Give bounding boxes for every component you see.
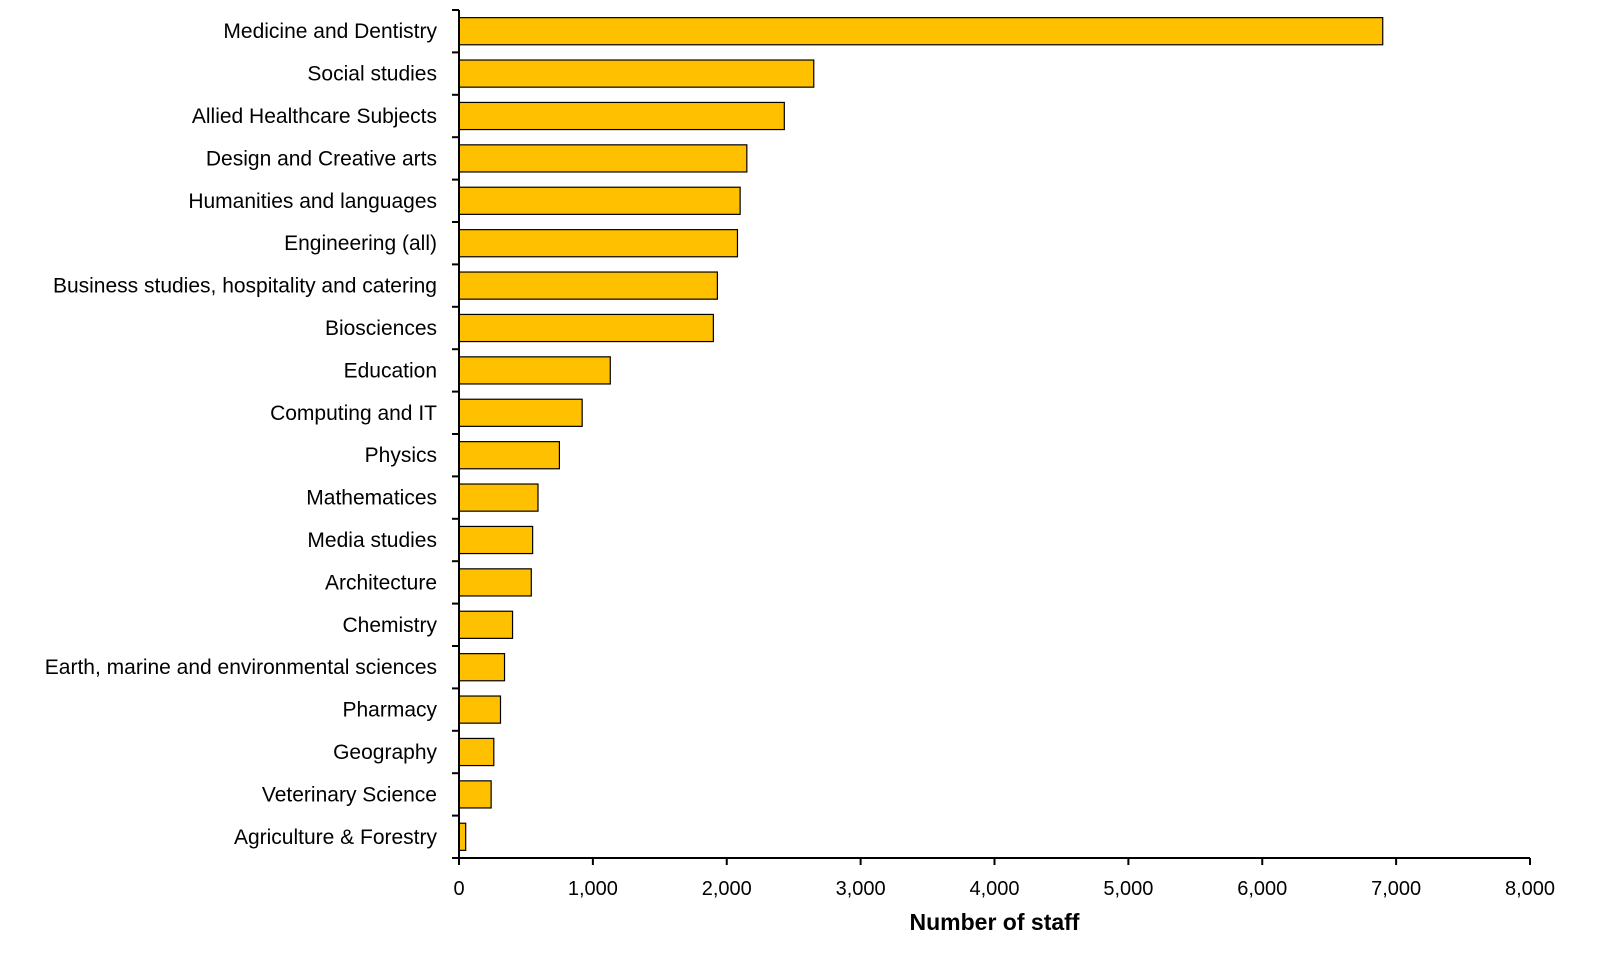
category-label: Pharmacy <box>342 699 437 722</box>
x-tick-label: 4,000 <box>969 878 1019 900</box>
bar <box>458 483 539 512</box>
x-tick-label: 2,000 <box>702 878 752 900</box>
bar <box>458 59 815 88</box>
bar <box>458 398 583 427</box>
bar <box>458 568 532 597</box>
category-label: Physics <box>365 444 437 467</box>
bar <box>458 653 506 682</box>
bar <box>458 441 561 470</box>
bars-layer <box>458 17 1384 851</box>
category-label: Education <box>344 359 437 382</box>
x-tick-label: 0 <box>453 878 464 900</box>
x-tick-label: 7,000 <box>1371 878 1421 900</box>
category-label: Computing and IT <box>270 402 437 425</box>
category-label: Engineering (all) <box>284 232 437 255</box>
category-label: Earth, marine and environmental sciences <box>45 656 437 679</box>
bar <box>458 737 495 767</box>
bar <box>458 313 714 343</box>
bar <box>458 525 534 555</box>
bar <box>458 17 1384 46</box>
labels-layer: Medicine and Dentistry Social studies Alli… <box>45 20 438 849</box>
category-label: Architecture <box>325 571 437 594</box>
x-tick-label: 3,000 <box>836 878 886 900</box>
bar <box>458 144 748 173</box>
bar <box>458 229 739 258</box>
bar <box>458 101 785 131</box>
x-tick-label: 6,000 <box>1237 878 1287 900</box>
category-label: Medicine and Dentistry <box>223 20 437 43</box>
category-label: Biosciences <box>325 317 437 340</box>
bar <box>458 822 467 851</box>
category-label: Mathematices <box>306 487 437 510</box>
x-axis-title: Number of staff <box>910 909 1080 935</box>
bar <box>458 695 502 724</box>
category-label: Media studies <box>307 529 437 552</box>
category-label: Geography <box>333 741 437 764</box>
bar <box>458 271 718 300</box>
axes-layer: 0 1,000 2,000 3,000 4,000 5,000 6,000 7,000 8,00… <box>452 9 1555 900</box>
bar <box>458 780 492 809</box>
category-label: Design and Creative arts <box>206 147 437 170</box>
bar <box>458 186 741 215</box>
category-label: Humanities and languages <box>188 190 437 213</box>
category-label: Chemistry <box>342 614 437 637</box>
category-label: Business studies, hospitality and cateri… <box>53 275 437 298</box>
x-tick-label: 8,000 <box>1505 878 1555 900</box>
bar <box>458 356 611 385</box>
x-tick-label: 5,000 <box>1103 878 1153 900</box>
category-label: Social studies <box>307 63 437 86</box>
bar <box>458 610 514 639</box>
x-tick-label: 1,000 <box>568 878 618 900</box>
category-label: Agriculture & Forestry <box>234 826 438 849</box>
category-label: Allied Healthcare Subjects <box>192 105 437 128</box>
category-label: Veterinary Science <box>262 783 437 806</box>
